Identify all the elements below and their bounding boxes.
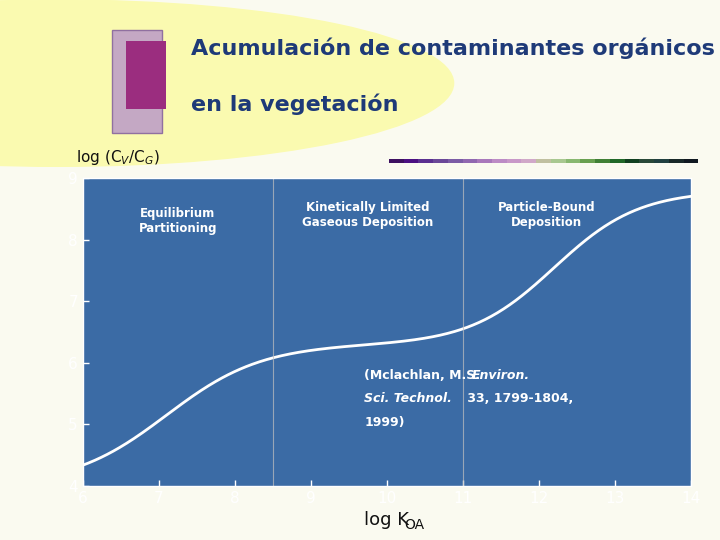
Text: 1999): 1999) [364, 416, 405, 429]
Text: log K: log K [364, 511, 410, 529]
Text: log (C$_V$/C$_G$): log (C$_V$/C$_G$) [76, 148, 159, 167]
Text: OA: OA [405, 518, 424, 532]
Text: Particle-Bound
Deposition: Particle-Bound Deposition [498, 201, 595, 229]
Text: Kinetically Limited
Gaseous Deposition: Kinetically Limited Gaseous Deposition [302, 201, 433, 229]
Circle shape [0, 0, 454, 166]
FancyBboxPatch shape [112, 30, 162, 133]
Text: (Mclachlan, M.S.: (Mclachlan, M.S. [364, 369, 485, 382]
Text: Acumulación de contaminantes orgánicos: Acumulación de contaminantes orgánicos [191, 38, 715, 59]
Text: Environ.: Environ. [472, 369, 531, 382]
Text: Sci. Technol.: Sci. Technol. [364, 393, 452, 406]
FancyBboxPatch shape [126, 41, 166, 109]
Text: en la vegetación: en la vegetación [191, 94, 398, 115]
Text: Equilibrium
Partitioning: Equilibrium Partitioning [139, 207, 217, 235]
Text: 33, 1799-1804,: 33, 1799-1804, [463, 393, 573, 406]
